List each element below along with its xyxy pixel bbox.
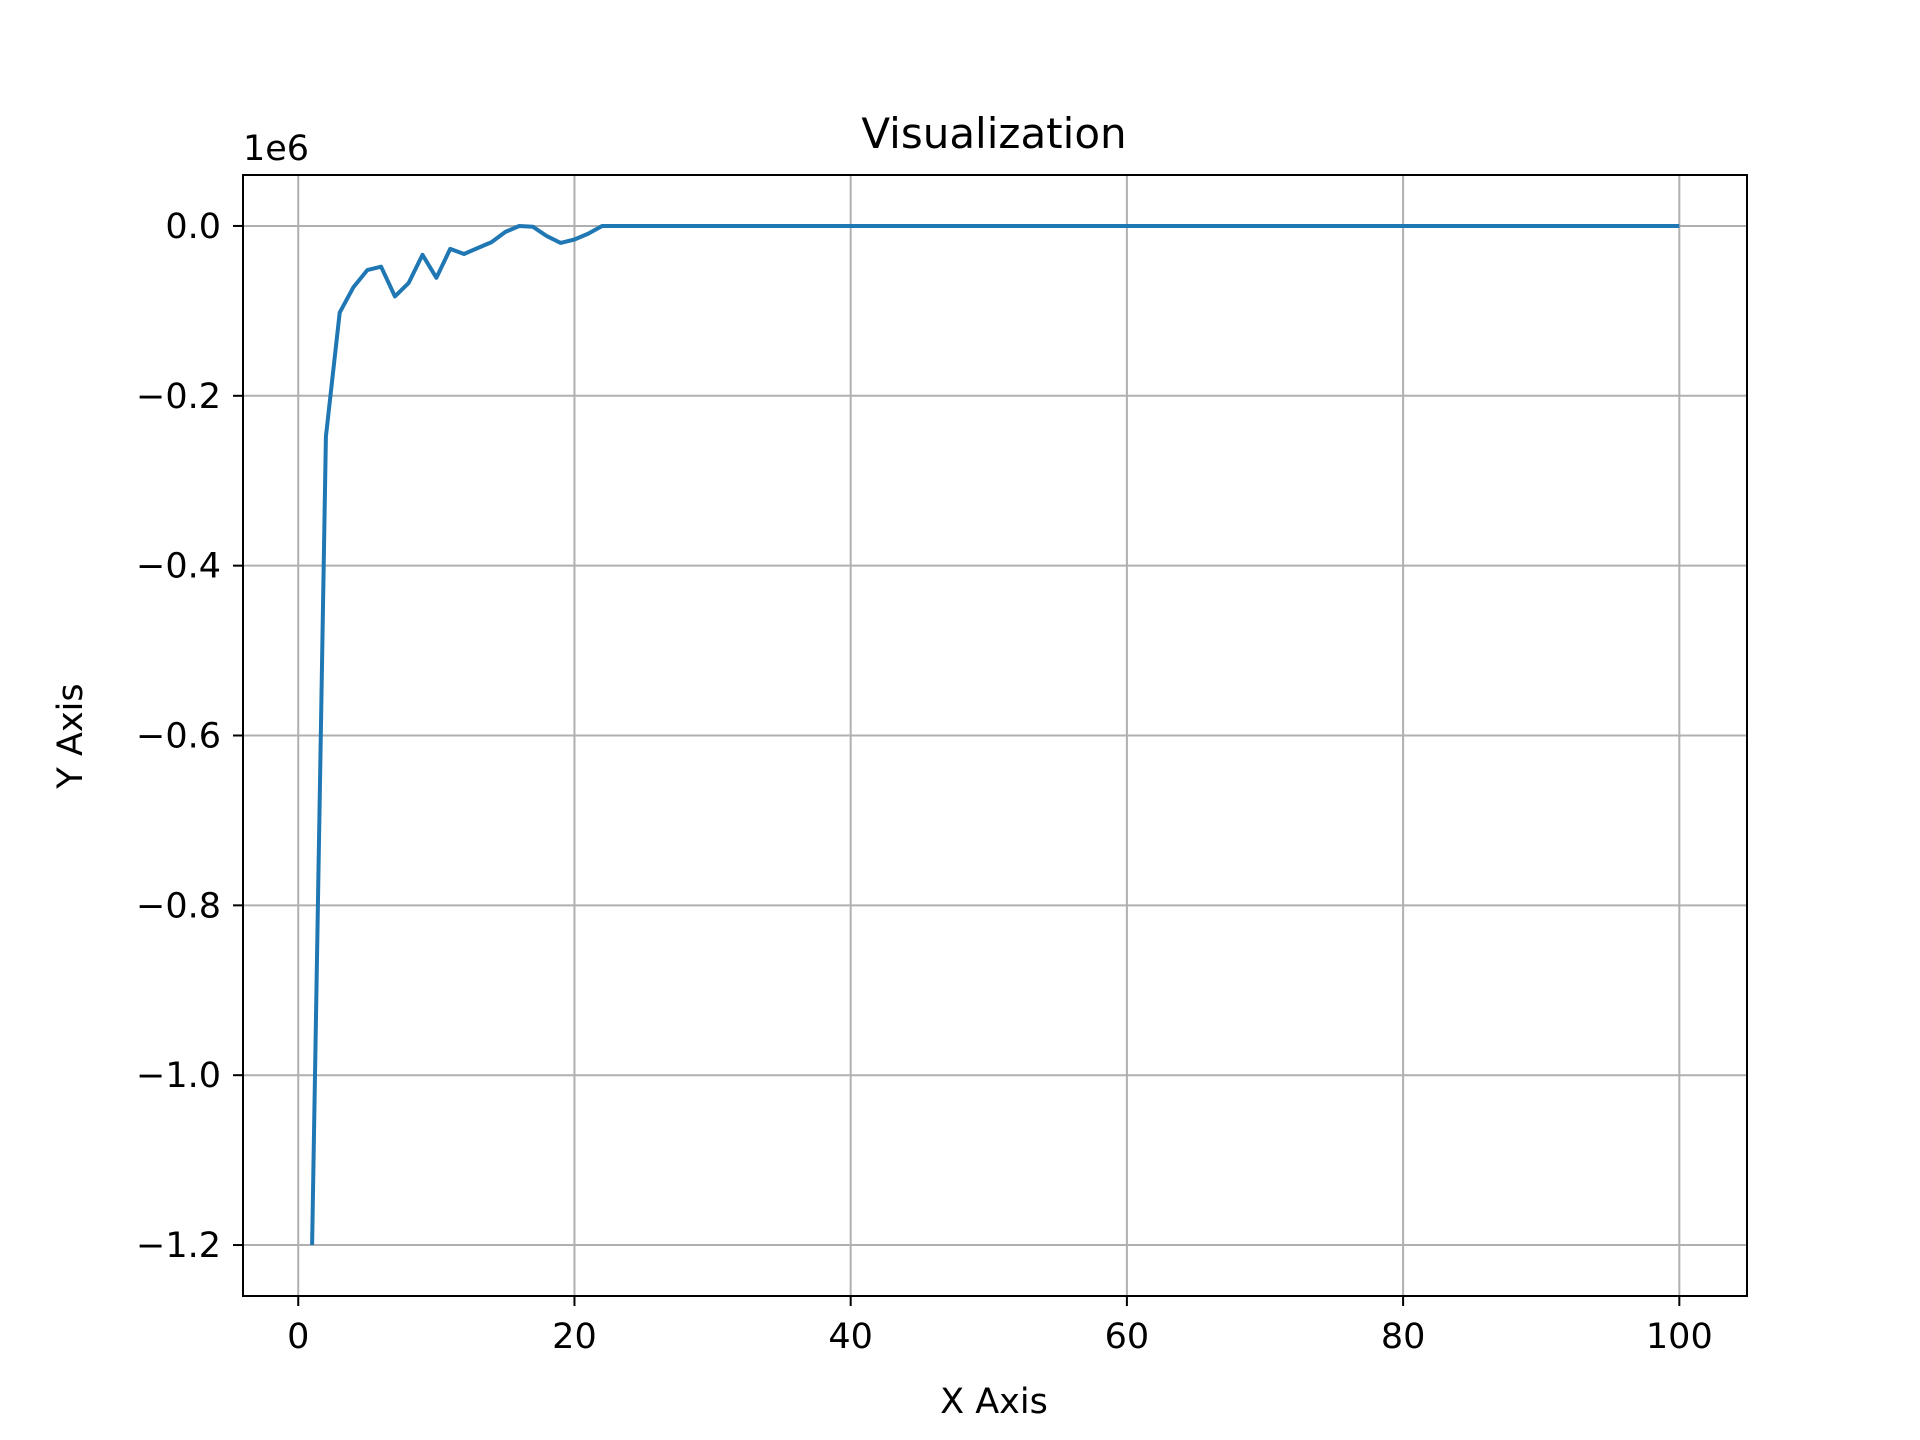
x-axis-ticks: 0 20 40 60 80 100 <box>287 1296 1713 1357</box>
x-tick-label: 80 <box>1381 1317 1426 1357</box>
y-tick-label: −0.4 <box>136 547 221 587</box>
x-tick-label: 0 <box>287 1317 309 1357</box>
y-tick-label: −1.2 <box>136 1226 221 1266</box>
x-axis-label: X Axis <box>940 1382 1048 1422</box>
x-tick-label: 40 <box>828 1317 873 1357</box>
series-line <box>310 224 1680 1246</box>
y-tick-label: −0.8 <box>136 886 221 926</box>
x-tick-label: 100 <box>1646 1317 1713 1357</box>
x-tick-label: 60 <box>1105 1317 1150 1357</box>
y-tick-label: 0.0 <box>165 207 221 247</box>
grid-lines <box>243 175 1747 1296</box>
y-axis-ticks: 0.0 −0.2 −0.4 −0.6 −0.8 −1.0 −1.2 <box>136 207 243 1266</box>
x-tick-label: 20 <box>552 1317 597 1357</box>
y-offset-label: 1e6 <box>243 129 309 169</box>
series-layer <box>310 224 1680 1246</box>
chart-title: Visualization <box>861 109 1126 158</box>
y-tick-label: −0.2 <box>136 377 221 417</box>
y-axis-label: Y Axis <box>51 683 91 789</box>
y-tick-label: −1.0 <box>136 1056 221 1096</box>
y-tick-label: −0.6 <box>136 717 221 757</box>
